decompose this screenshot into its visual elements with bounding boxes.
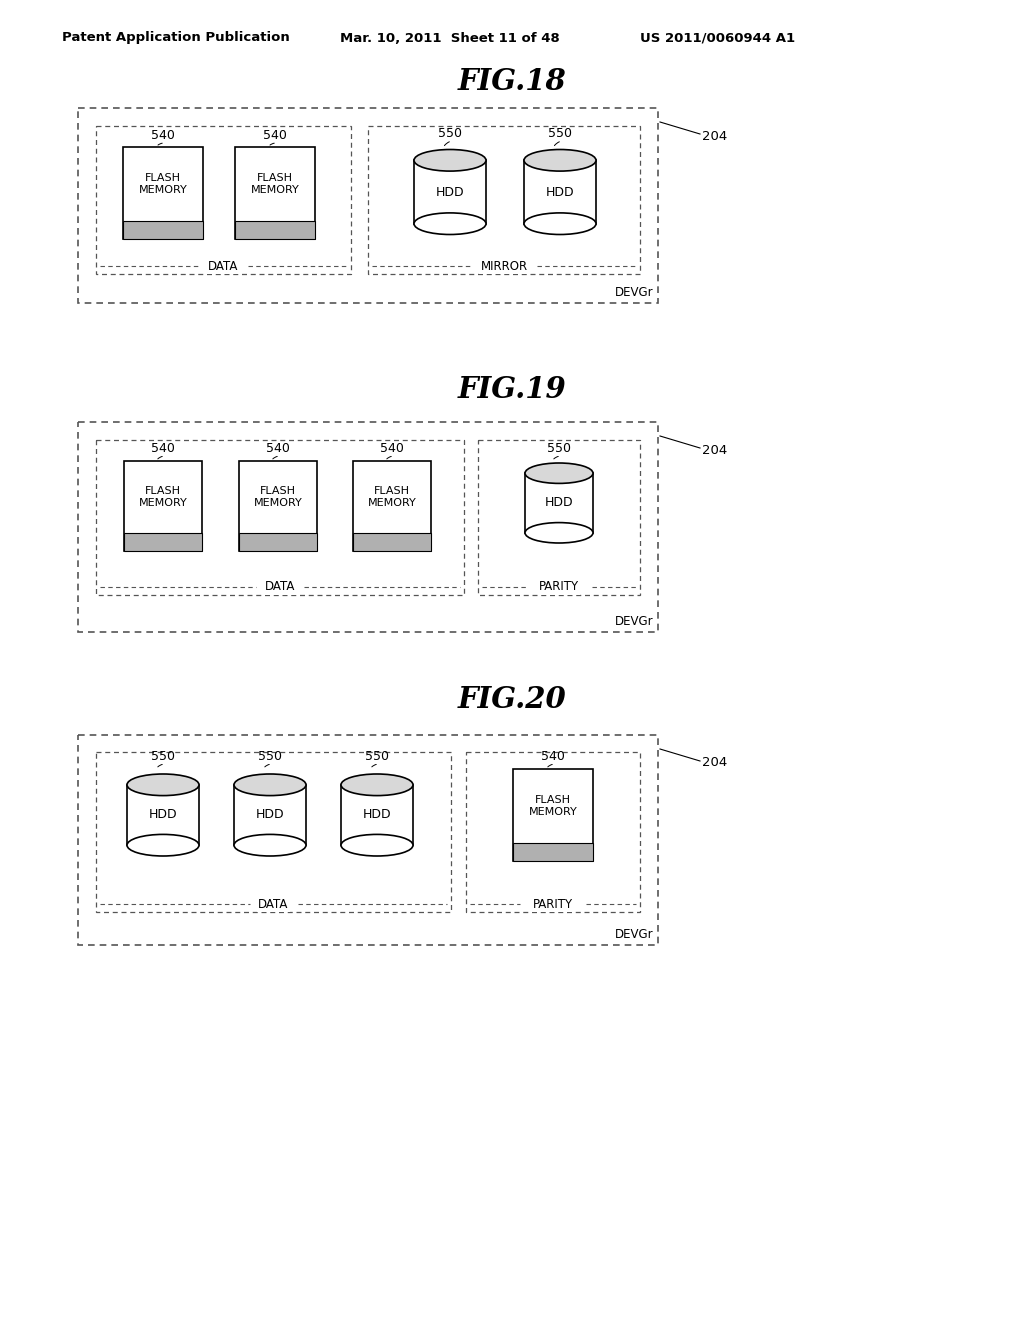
Bar [466, 752, 640, 912]
Bar [234, 785, 306, 845]
Ellipse shape [341, 834, 413, 855]
Text: 204: 204 [702, 129, 727, 143]
Bar [96, 752, 451, 912]
Text: 204: 204 [702, 756, 727, 770]
Bar [353, 533, 431, 550]
Text: FLASH
MEMORY: FLASH MEMORY [368, 486, 417, 508]
Bar [368, 125, 640, 275]
Bar [524, 160, 596, 223]
Text: FLASH
MEMORY: FLASH MEMORY [138, 173, 187, 195]
Bar [513, 842, 593, 861]
Text: FLASH
MEMORY: FLASH MEMORY [138, 486, 187, 508]
Bar [124, 461, 202, 550]
Bar [78, 108, 658, 304]
Text: 540: 540 [263, 129, 287, 143]
Text: FIG.18: FIG.18 [458, 67, 566, 96]
Text: 540: 540 [152, 129, 175, 143]
Text: HDD: HDD [545, 496, 573, 510]
Text: 540: 540 [266, 442, 290, 455]
Text: 550: 550 [258, 750, 282, 763]
Text: DEVGr: DEVGr [615, 928, 654, 941]
Text: 550: 550 [438, 127, 462, 140]
Text: 550: 550 [365, 750, 389, 763]
Text: DATA: DATA [265, 581, 295, 594]
Ellipse shape [341, 774, 413, 796]
Text: 540: 540 [152, 442, 175, 455]
Bar [123, 147, 203, 239]
Bar [127, 785, 199, 845]
Text: HDD: HDD [362, 808, 391, 821]
Bar [234, 147, 315, 239]
Text: DATA: DATA [258, 898, 289, 911]
Ellipse shape [525, 523, 593, 543]
Text: 204: 204 [702, 444, 727, 457]
Text: FIG.20: FIG.20 [458, 685, 566, 714]
Text: HDD: HDD [148, 808, 177, 821]
Ellipse shape [414, 149, 486, 172]
Bar [478, 440, 640, 595]
Bar [239, 533, 317, 550]
Bar [525, 473, 593, 533]
Ellipse shape [127, 834, 199, 855]
Text: FLASH
MEMORY: FLASH MEMORY [528, 795, 578, 817]
Bar [96, 440, 464, 595]
Text: FLASH
MEMORY: FLASH MEMORY [251, 173, 299, 195]
Text: MIRROR: MIRROR [480, 260, 527, 272]
Bar [513, 770, 593, 861]
Ellipse shape [414, 213, 486, 235]
Text: HDD: HDD [435, 186, 464, 198]
Text: Patent Application Publication: Patent Application Publication [62, 32, 290, 45]
Bar [78, 735, 658, 945]
Ellipse shape [234, 774, 306, 796]
Ellipse shape [525, 463, 593, 483]
Text: PARITY: PARITY [532, 898, 573, 911]
Bar [123, 220, 203, 239]
Text: FLASH
MEMORY: FLASH MEMORY [254, 486, 302, 508]
Text: HDD: HDD [546, 186, 574, 198]
Ellipse shape [524, 213, 596, 235]
Text: 550: 550 [547, 442, 571, 455]
Text: DATA: DATA [208, 260, 239, 272]
Bar [414, 160, 486, 223]
Ellipse shape [524, 149, 596, 172]
Text: PARITY: PARITY [539, 581, 579, 594]
Bar [234, 220, 315, 239]
Bar [341, 785, 413, 845]
Text: Mar. 10, 2011  Sheet 11 of 48: Mar. 10, 2011 Sheet 11 of 48 [340, 32, 560, 45]
Text: FIG.19: FIG.19 [458, 375, 566, 404]
Text: DEVGr: DEVGr [615, 615, 654, 628]
Text: 540: 540 [380, 442, 403, 455]
Bar [239, 461, 317, 550]
Text: 550: 550 [548, 127, 572, 140]
Bar [78, 422, 658, 632]
Text: HDD: HDD [256, 808, 285, 821]
Bar [124, 533, 202, 550]
Text: US 2011/0060944 A1: US 2011/0060944 A1 [640, 32, 795, 45]
Bar [353, 461, 431, 550]
Ellipse shape [234, 834, 306, 855]
Text: 540: 540 [541, 750, 565, 763]
Ellipse shape [127, 774, 199, 796]
Bar [96, 125, 351, 275]
Text: DEVGr: DEVGr [615, 286, 654, 300]
Text: 550: 550 [151, 750, 175, 763]
